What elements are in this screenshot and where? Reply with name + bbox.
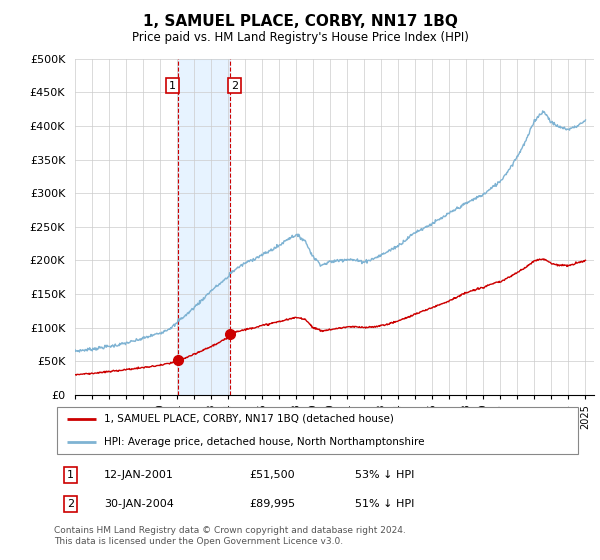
Text: HPI: Average price, detached house, North Northamptonshire: HPI: Average price, detached house, Nort…: [104, 437, 425, 447]
Bar: [178, 59, 230, 395]
Text: 12-JAN-2001: 12-JAN-2001: [104, 470, 174, 480]
Text: 30-JAN-2004: 30-JAN-2004: [104, 500, 174, 509]
Text: 1, SAMUEL PLACE, CORBY, NN17 1BQ: 1, SAMUEL PLACE, CORBY, NN17 1BQ: [143, 14, 457, 29]
Text: £89,995: £89,995: [250, 500, 295, 509]
Text: 1: 1: [169, 81, 176, 91]
Text: 2: 2: [67, 500, 74, 509]
Text: 1, SAMUEL PLACE, CORBY, NN17 1BQ (detached house): 1, SAMUEL PLACE, CORBY, NN17 1BQ (detach…: [104, 414, 394, 424]
Text: Price paid vs. HM Land Registry's House Price Index (HPI): Price paid vs. HM Land Registry's House …: [131, 31, 469, 44]
Text: 53% ↓ HPI: 53% ↓ HPI: [355, 470, 415, 480]
Text: 2: 2: [231, 81, 238, 91]
Text: Contains HM Land Registry data © Crown copyright and database right 2024.
This d: Contains HM Land Registry data © Crown c…: [54, 526, 406, 546]
Text: £51,500: £51,500: [250, 470, 295, 480]
Text: 1: 1: [67, 470, 74, 480]
FancyBboxPatch shape: [56, 408, 578, 454]
Text: 51% ↓ HPI: 51% ↓ HPI: [355, 500, 415, 509]
